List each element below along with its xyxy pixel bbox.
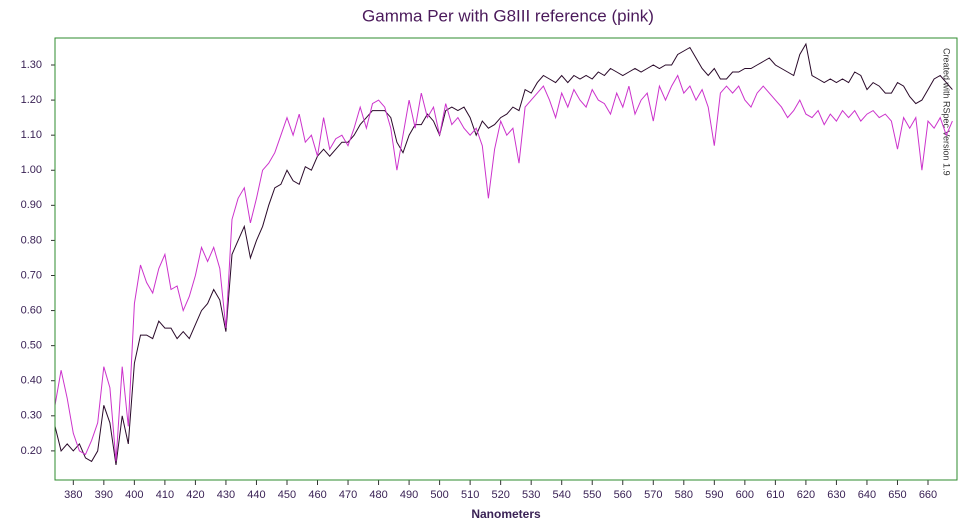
x-tick-label: 600	[736, 489, 754, 501]
chart-title: Gamma Per with G8III reference (pink)	[362, 6, 654, 25]
x-tick-label: 410	[156, 489, 174, 501]
y-tick-label: 1.20	[21, 94, 42, 106]
y-tick-label: 0.60	[21, 304, 42, 316]
x-tick-label: 470	[339, 489, 357, 501]
x-tick-label: 620	[797, 489, 815, 501]
x-tick-label: 430	[217, 489, 235, 501]
x-tick-label: 400	[125, 489, 143, 501]
x-tick-label: 650	[888, 489, 906, 501]
x-tick-label: 380	[64, 489, 82, 501]
x-tick-label: 420	[186, 489, 204, 501]
y-tick-label: 0.80	[21, 234, 42, 246]
x-tick-label: 500	[430, 489, 448, 501]
x-tick-label: 640	[858, 489, 876, 501]
x-tick-label: 610	[766, 489, 784, 501]
x-tick-label: 460	[308, 489, 326, 501]
x-tick-label: 630	[827, 489, 845, 501]
x-tick-label: 570	[644, 489, 662, 501]
annotation: Created with RSpec Version 1.9	[942, 48, 952, 176]
x-tick-label: 590	[705, 489, 723, 501]
x-tick-label: 450	[278, 489, 296, 501]
x-tick-label: 490	[400, 489, 418, 501]
y-tick-label: 1.10	[21, 129, 42, 141]
x-tick-label: 550	[583, 489, 601, 501]
x-tick-label: 390	[95, 489, 113, 501]
x-tick-label: 560	[614, 489, 632, 501]
series-line	[54, 74, 953, 462]
x-tick-label: 480	[369, 489, 387, 501]
series-line	[54, 42, 953, 465]
y-tick-label: 0.90	[21, 199, 42, 211]
y-tick-label: 1.00	[21, 164, 42, 176]
y-tick-label: 0.40	[21, 375, 42, 387]
y-tick-label: 0.30	[21, 410, 42, 422]
y-tick-label: 1.30	[21, 59, 42, 71]
x-tick-label: 520	[491, 489, 509, 501]
x-tick-label: 440	[247, 489, 265, 501]
y-tick-label: 0.50	[21, 340, 42, 352]
x-tick-label: 660	[919, 489, 937, 501]
x-tick-label: 530	[522, 489, 540, 501]
x-tick-label: 580	[675, 489, 693, 501]
x-axis-label: Nanometers	[471, 507, 541, 521]
plot-border	[54, 37, 958, 481]
x-tick-label: 510	[461, 489, 479, 501]
y-tick-label: 0.20	[21, 445, 42, 457]
y-tick-label: 0.70	[21, 269, 42, 281]
x-tick-label: 540	[553, 489, 571, 501]
